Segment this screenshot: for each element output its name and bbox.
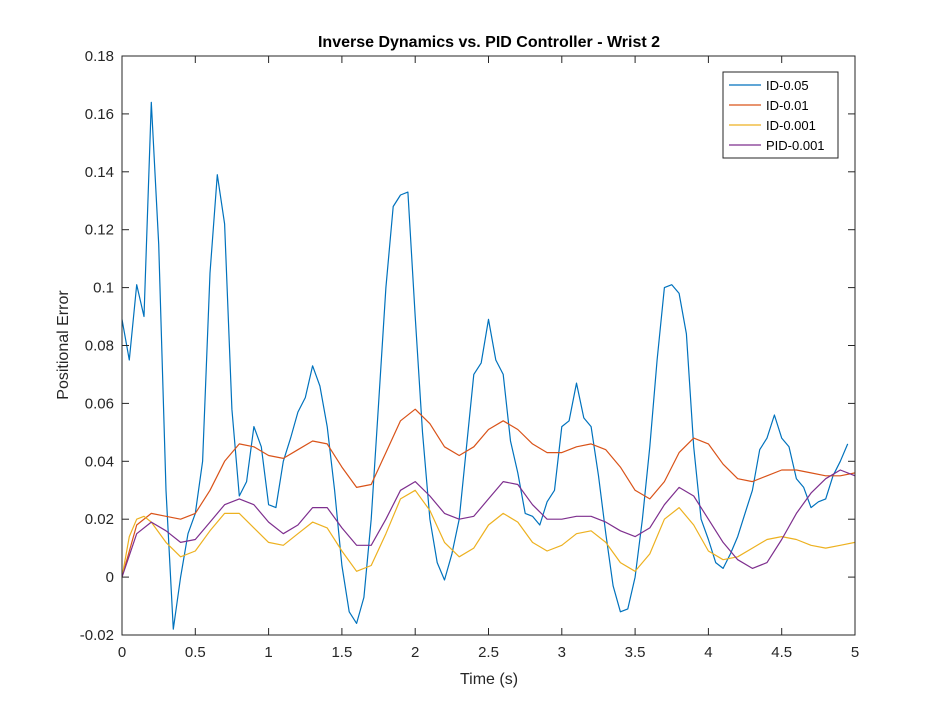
x-tick-label: 0 [118, 644, 126, 661]
series-line-id-0-05 [122, 101, 849, 630]
x-tick-label: 3 [558, 644, 566, 661]
axes-layer: 0 0.5 1 1.5 2 2.5 3 3.5 4 4.5 5-0.0200.020.040.060… [80, 48, 859, 661]
legend-label: ID-0.001 [766, 118, 816, 133]
legend-box [722, 71, 839, 159]
y-tick-label: 0.1 [93, 280, 114, 297]
x-tick-label: 1 [264, 644, 272, 661]
x-tick-label: 1.5 [331, 644, 352, 661]
x-tick-label: 5 [851, 644, 859, 661]
series-layer [122, 101, 855, 630]
x-tick-label: 3.5 [625, 644, 646, 661]
y-tick-label: 0.06 [85, 395, 114, 412]
x-tick-label: 2.5 [478, 644, 499, 661]
series-line-id-0-01 [122, 408, 855, 578]
y-axis-label: Positional Error [55, 290, 72, 400]
y-tick-label: 0.16 [85, 106, 114, 123]
y-tick-label: -0.02 [80, 627, 114, 644]
y-tick-label: 0.08 [85, 338, 114, 355]
legend: ID-0.05 ID-0.01 ID-0.001 PID-0.001 [722, 71, 839, 159]
x-tick-label: 4 [704, 644, 712, 661]
y-tick-label: 0 [106, 569, 114, 586]
legend-label: PID-0.001 [766, 138, 825, 153]
chart-title: Inverse Dynamics vs. PID Controller - Wr… [318, 34, 660, 51]
x-tick-label: 4.5 [771, 644, 792, 661]
series-line-id-0-001 [122, 489, 855, 578]
y-tick-label: 0.18 [85, 48, 114, 65]
y-tick-label: 0.14 [85, 164, 114, 181]
x-axis-label: Time (s) [460, 671, 518, 688]
series-line-pid-0-001 [122, 469, 855, 578]
legend-label: ID-0.05 [766, 78, 809, 93]
x-tick-label: 0.5 [185, 644, 206, 661]
y-tick-label: 0.12 [85, 222, 114, 239]
y-tick-label: 0.04 [85, 453, 114, 470]
y-tick-label: 0.02 [85, 511, 114, 528]
legend-label: ID-0.01 [766, 98, 809, 113]
x-tick-label: 2 [411, 644, 419, 661]
